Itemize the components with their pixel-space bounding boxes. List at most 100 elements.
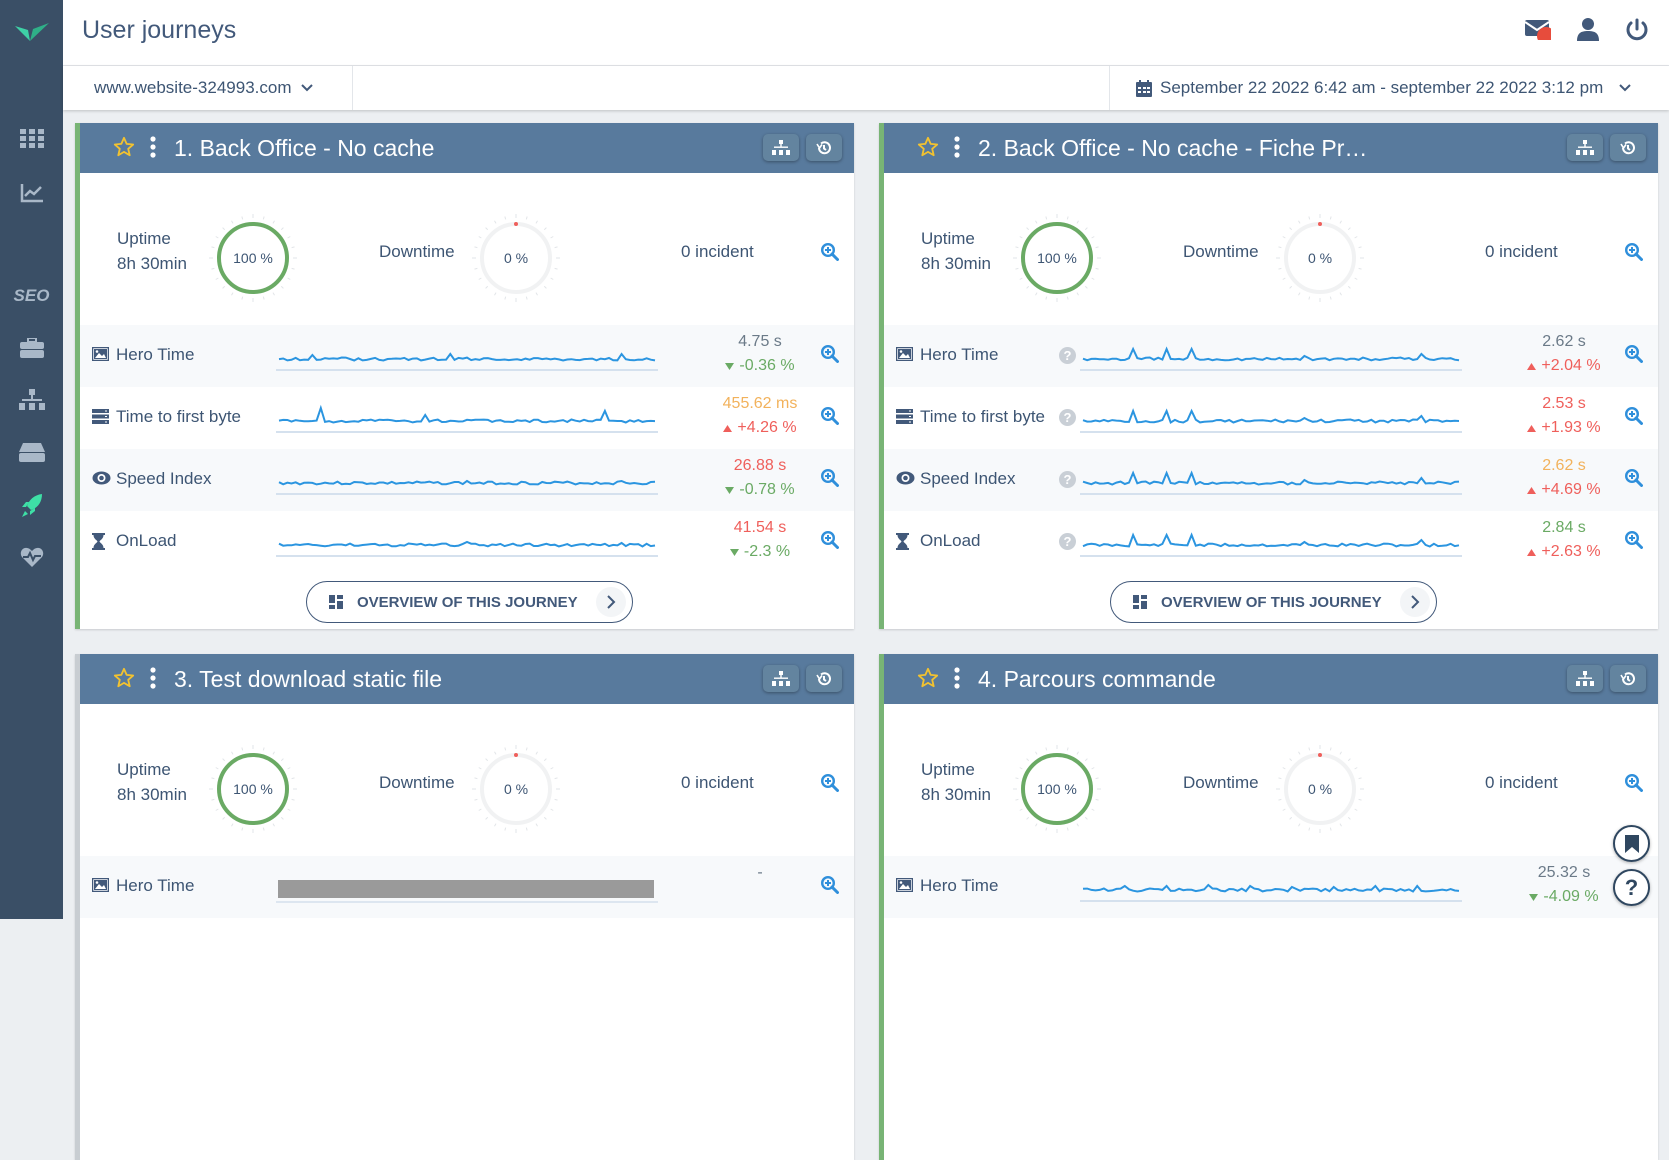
sidebar-item-storage[interactable] <box>0 438 63 468</box>
sparkline <box>1080 346 1462 371</box>
sparkline-line <box>278 540 656 548</box>
help-icon[interactable]: ? <box>1059 347 1076 364</box>
journey-steps-button[interactable] <box>763 134 799 161</box>
chevron-down-icon <box>1619 84 1631 92</box>
zoom-icon[interactable] <box>1624 773 1643 797</box>
zoom-icon[interactable] <box>820 530 839 554</box>
zoom-icon[interactable] <box>1624 406 1643 430</box>
more-options-icon[interactable] <box>150 667 156 694</box>
metric-row: Time to first byte 455.62 ms +4.26 % <box>80 387 854 449</box>
journey-steps-button[interactable] <box>1567 665 1603 692</box>
metric-label: Speed Index <box>116 469 212 488</box>
journey-steps-button[interactable] <box>763 665 799 692</box>
journey-card: 2. Back Office - No cache - Fiche Pr… Up… <box>879 123 1658 629</box>
messages-icon[interactable] <box>1524 18 1555 47</box>
downtime-gauge: 0 % <box>1275 213 1365 303</box>
zoom-icon[interactable] <box>820 468 839 492</box>
history-button[interactable] <box>1610 665 1646 692</box>
zoom-icon[interactable] <box>1624 468 1643 492</box>
site-selector[interactable]: www.website-324993.com <box>63 66 353 110</box>
journey-card: 4. Parcours commande Uptime 8h 30min 100… <box>879 654 1658 1160</box>
uptime-duration: 8h 30min <box>117 785 187 804</box>
server-icon <box>92 409 109 429</box>
card-header: 3. Test download static file <box>80 654 854 704</box>
downtime-label: Downtime <box>379 773 455 792</box>
star-icon[interactable] <box>917 136 939 163</box>
history-icon <box>816 671 831 685</box>
sidebar-item-monitoring[interactable] <box>0 542 63 572</box>
history-icon <box>1620 671 1635 685</box>
help-icon[interactable]: ? <box>1059 409 1076 426</box>
sidebar-item-charts[interactable] <box>0 178 63 208</box>
metric-label: OnLoad <box>920 531 981 550</box>
power-icon[interactable] <box>1625 18 1649 47</box>
star-icon[interactable] <box>113 136 135 163</box>
metric-label: Time to first byte <box>920 407 1046 426</box>
downtime-gauge: 0 % <box>471 744 561 834</box>
star-icon[interactable] <box>917 667 939 694</box>
sparkline <box>276 404 658 433</box>
metric-label: Hero Time <box>920 876 999 895</box>
metric-value: 2.62 s <box>1542 333 1586 350</box>
zoom-icon[interactable] <box>1624 344 1643 368</box>
metric-delta-value: -4.09 % <box>1543 888 1599 905</box>
help-icon[interactable]: ? <box>1059 471 1076 488</box>
overview-journey-button[interactable]: OVERVIEW OF THIS JOURNEY <box>306 581 633 623</box>
card-title[interactable]: 4. Parcours commande <box>978 666 1216 692</box>
zoom-icon[interactable] <box>1624 242 1643 266</box>
sparkline <box>276 540 658 557</box>
metric-value: - <box>757 864 763 881</box>
sidebar-item-dashboard[interactable] <box>0 124 63 154</box>
more-options-icon[interactable] <box>954 136 960 163</box>
card-title[interactable]: 3. Test download static file <box>174 666 443 692</box>
sidebar-item-sitemap[interactable] <box>0 385 63 415</box>
metric-row: Speed Index ? 2.62 s +4.69 % <box>884 449 1658 511</box>
bookmark-button[interactable] <box>1613 825 1650 862</box>
sparkline-line <box>1082 470 1460 486</box>
more-options-icon[interactable] <box>954 667 960 694</box>
more-options-icon[interactable] <box>150 136 156 163</box>
metric-value: 26.88 s <box>733 457 787 474</box>
zoom-icon[interactable] <box>820 344 839 368</box>
metric-delta: -2.3 % <box>710 543 810 561</box>
star-icon[interactable] <box>113 667 135 694</box>
sidebar-item-briefcase[interactable] <box>0 333 63 363</box>
zoom-icon[interactable] <box>820 242 839 266</box>
metric-delta-value: +2.63 % <box>1541 543 1601 560</box>
history-button[interactable] <box>1610 134 1646 161</box>
sparkline <box>276 352 658 371</box>
user-icon[interactable] <box>1577 18 1599 47</box>
card-header: 4. Parcours commande <box>884 654 1658 704</box>
journey-card: 3. Test download static file Uptime 8h 3… <box>75 654 854 1160</box>
zoom-icon[interactable] <box>820 773 839 797</box>
journey-steps-button[interactable] <box>1567 134 1603 161</box>
filter-bar: www.website-324993.com September 22 2022… <box>63 66 1669 110</box>
downtime-label: Downtime <box>379 242 455 261</box>
zoom-icon[interactable] <box>820 875 839 899</box>
eye-icon <box>896 471 915 490</box>
logo-icon[interactable] <box>0 17 63 47</box>
sidebar-item-seo[interactable]: SEO <box>13 286 50 305</box>
metric-delta-value: -2.3 % <box>743 543 791 560</box>
eye-icon <box>92 471 111 490</box>
history-button[interactable] <box>806 665 842 692</box>
metric-delta-value: +4.26 % <box>737 419 797 436</box>
availability-summary: Uptime 8h 30min 100 % Downtime 0 % 0 inc… <box>80 173 854 325</box>
date-range-selector[interactable]: September 22 2022 6:42 am - september 22… <box>1109 66 1669 110</box>
top-bar: User journeys <box>63 0 1669 66</box>
sparkline-line <box>278 479 656 486</box>
sidebar-item-user-journeys[interactable] <box>0 491 63 521</box>
dashboard-icon <box>329 595 343 609</box>
history-button[interactable] <box>806 134 842 161</box>
help-icon[interactable]: ? <box>1059 533 1076 550</box>
zoom-icon[interactable] <box>820 406 839 430</box>
downtime-percent: 0 % <box>503 250 529 266</box>
zoom-icon[interactable] <box>1624 530 1643 554</box>
help-button[interactable]: ? <box>1613 869 1650 906</box>
card-title[interactable]: 1. Back Office - No cache <box>174 135 435 161</box>
image-icon <box>91 346 110 366</box>
card-title[interactable]: 2. Back Office - No cache - Fiche Pr… <box>978 135 1368 161</box>
overview-journey-button[interactable]: OVERVIEW OF THIS JOURNEY <box>1110 581 1437 623</box>
metric-value: 2.84 s <box>1542 519 1586 536</box>
uptime-label: Uptime <box>117 760 171 779</box>
